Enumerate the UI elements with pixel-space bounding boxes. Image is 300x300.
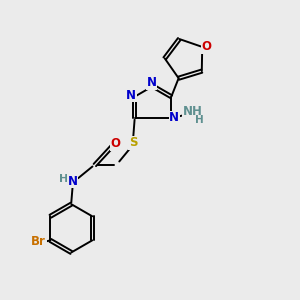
Text: O: O: [202, 40, 212, 53]
Text: Br: Br: [31, 236, 46, 248]
Text: N: N: [146, 76, 157, 89]
Text: S: S: [129, 136, 137, 149]
Text: N: N: [169, 111, 179, 124]
Text: H: H: [195, 115, 204, 125]
Text: N: N: [126, 89, 136, 102]
Text: NH: NH: [183, 105, 203, 118]
Text: N: N: [68, 175, 78, 188]
Text: O: O: [110, 137, 120, 150]
Text: H: H: [59, 174, 68, 184]
